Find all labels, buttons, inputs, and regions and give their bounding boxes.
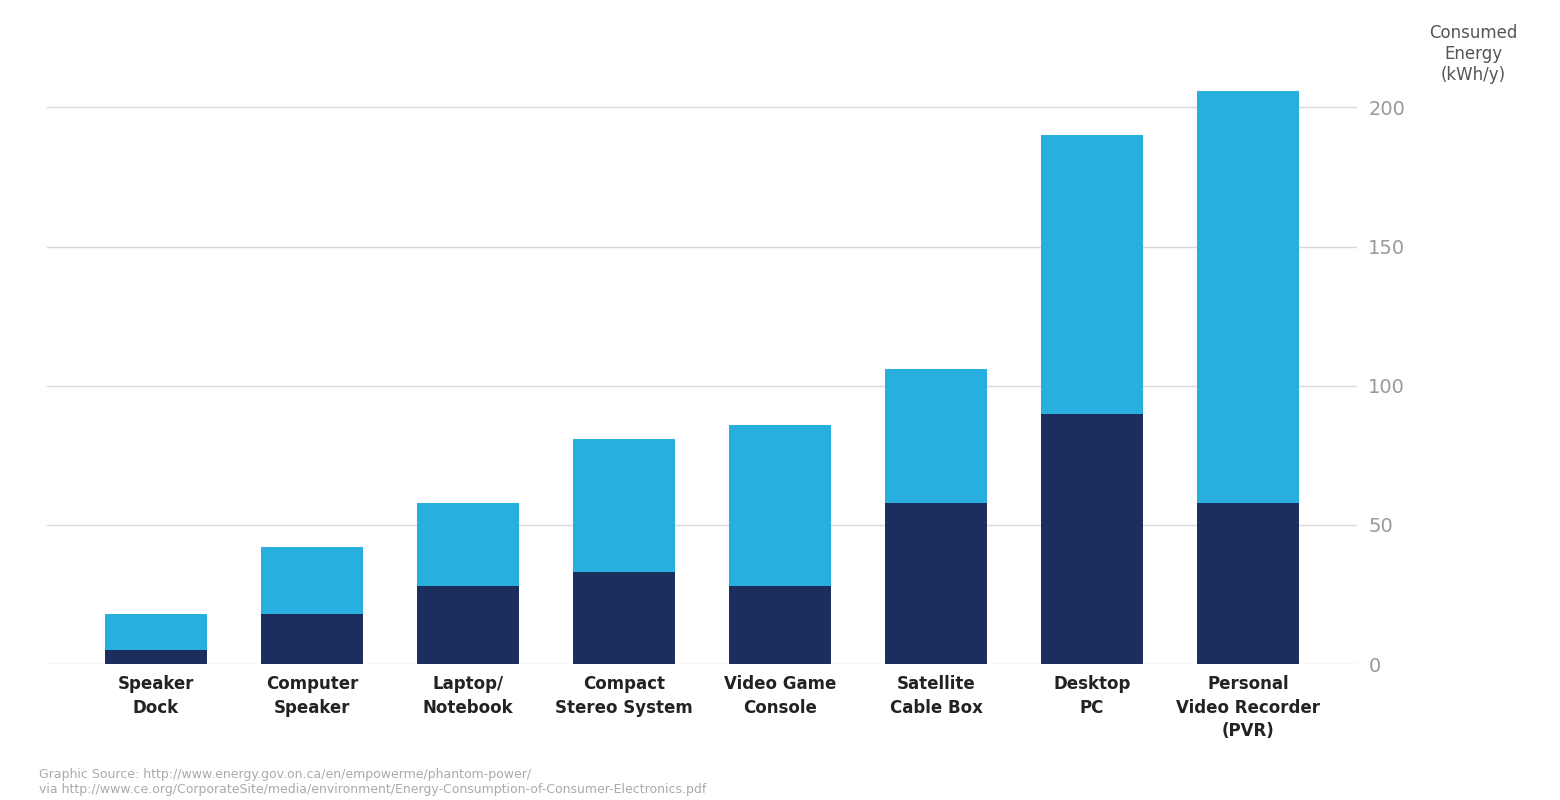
Bar <box>106 650 206 664</box>
Bar <box>729 425 830 586</box>
Text: Consumed
Energy
(kWh/y): Consumed Energy (kWh/y) <box>1429 24 1518 84</box>
Text: Graphic Source: http://www.energy.gov.on.ca/en/empowerme/phantom-power/
via http: Graphic Source: http://www.energy.gov.on… <box>39 768 707 796</box>
Bar <box>418 502 518 586</box>
Bar <box>1042 135 1142 414</box>
Bar <box>418 586 518 664</box>
Bar <box>262 547 363 614</box>
Bar <box>262 614 363 664</box>
Bar <box>1198 502 1298 664</box>
Bar <box>574 438 674 572</box>
Bar <box>886 369 987 502</box>
Bar <box>729 586 830 664</box>
Bar <box>106 614 206 650</box>
Bar <box>1198 90 1298 502</box>
Bar <box>886 502 987 664</box>
Bar <box>1042 414 1142 664</box>
Bar <box>574 572 674 664</box>
